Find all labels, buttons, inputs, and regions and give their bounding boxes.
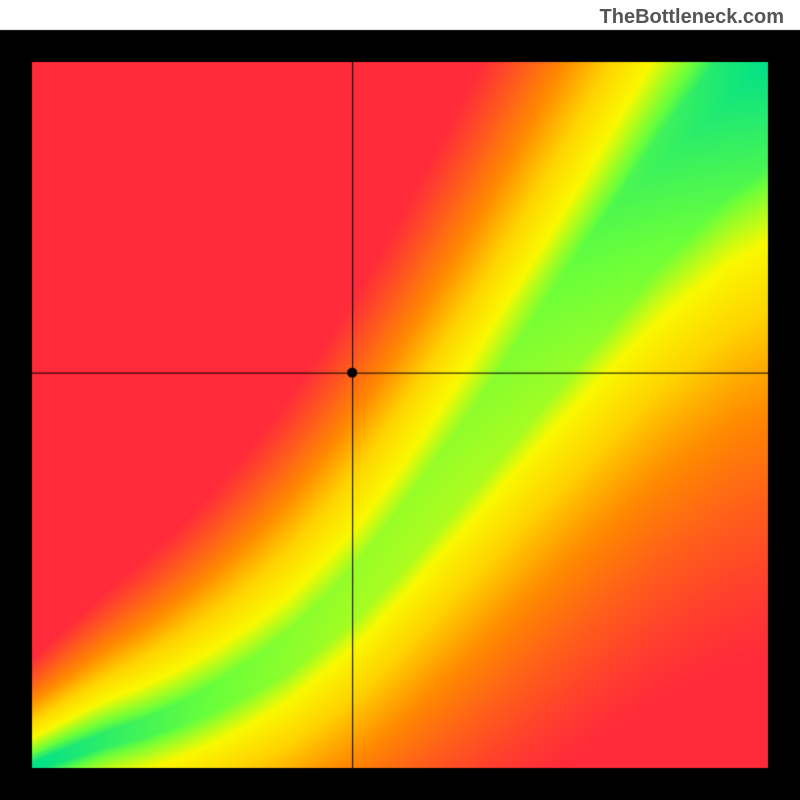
attribution-text: TheBottleneck.com [600, 6, 784, 29]
heatmap-canvas [0, 0, 800, 800]
chart-container: TheBottleneck.com [0, 0, 800, 800]
